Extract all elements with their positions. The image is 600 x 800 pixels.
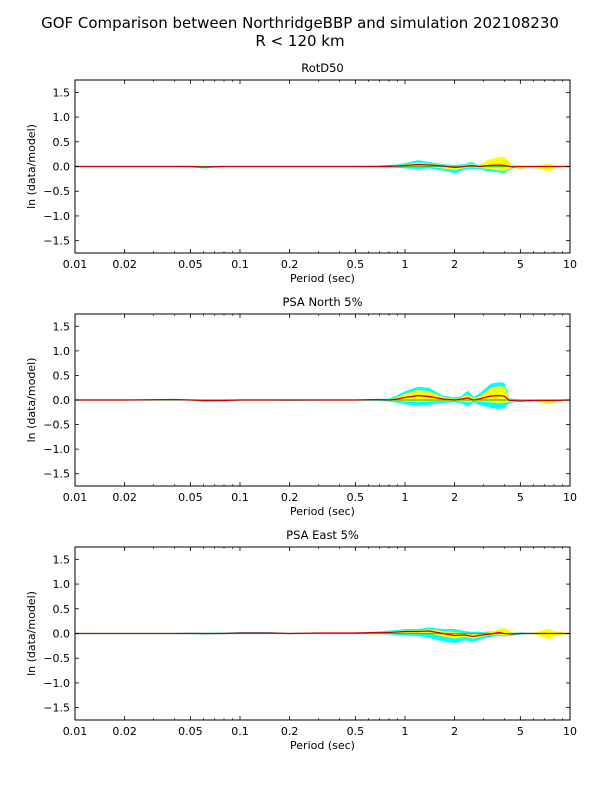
y-tick-label: −0.5	[43, 652, 70, 665]
x-tick-label: 10	[563, 258, 577, 271]
x-tick-label: 0.05	[178, 491, 203, 504]
x-tick-label: 0.02	[112, 491, 137, 504]
x-tick-label: 2	[451, 258, 458, 271]
x-tick-label: 0.05	[178, 258, 203, 271]
x-tick-label: 0.2	[281, 491, 299, 504]
std-band	[75, 627, 570, 644]
y-tick-label: −1.0	[43, 677, 70, 690]
y-tick-label: 1.5	[53, 320, 71, 333]
x-tick-label: 0.01	[63, 725, 88, 738]
x-tick-label: 1	[402, 258, 409, 271]
x-tick-label: 5	[517, 258, 524, 271]
x-tick-label: 10	[563, 725, 577, 738]
y-tick-label: −1.5	[43, 468, 70, 481]
x-tick-label: 0.02	[112, 258, 137, 271]
chart-panel-2: 0.01 0.02 0.05 0.1 0.2 0.5 1 2 5 10 −1.5 −1.0 −0.5 0.…	[25, 295, 577, 518]
y-tick-label: 0.0	[53, 161, 71, 174]
y-tick-label: −1.0	[43, 443, 70, 456]
x-tick-label: 0.01	[63, 258, 88, 271]
confidence-band	[75, 156, 570, 172]
y-tick-label: −1.5	[43, 235, 70, 248]
x-tick-label: 0.5	[347, 725, 365, 738]
x-axis-label: Period (sec)	[290, 272, 355, 285]
y-axis-label: ln (data/model)	[25, 591, 38, 676]
bias-line	[75, 394, 571, 402]
y-tick-label: 1.5	[53, 86, 71, 99]
y-tick-label: 0.5	[53, 369, 71, 382]
y-axis-label: ln (data/model)	[25, 124, 38, 209]
x-tick-label: 0.5	[347, 491, 365, 504]
x-tick-label: 0.2	[281, 258, 299, 271]
x-axis-label: Period (sec)	[290, 505, 355, 518]
y-tick-label: 1.0	[53, 345, 71, 358]
x-tick-label: 0.05	[178, 725, 203, 738]
std-band	[75, 382, 570, 409]
y-tick-label: 0.5	[53, 603, 71, 616]
x-tick-label: 2	[451, 491, 458, 504]
x-tick-label: 5	[517, 725, 524, 738]
y-tick-label: 0.0	[53, 628, 71, 641]
y-tick-label: 0.0	[53, 394, 71, 407]
chart-panel-1: 0.01 0.02 0.05 0.1 0.2 0.5 1 2 5 10 −1.5 −1.0 −0.5 0.…	[25, 61, 577, 285]
x-tick-label: 0.2	[281, 725, 299, 738]
x-tick-label: 0.01	[63, 491, 88, 504]
chart-panel-3: 0.01 0.02 0.05 0.1 0.2 0.5 1 2 5 10 −1.5 −1.0 −0.5 0.…	[25, 528, 577, 752]
y-tick-label: 0.5	[53, 136, 71, 149]
figure-title: GOF Comparison between NorthridgeBBP and…	[0, 14, 600, 50]
y-tick-label: −1.5	[43, 702, 70, 715]
figure-title-line-2: R < 120 km	[255, 32, 345, 50]
x-tick-label: 10	[563, 491, 577, 504]
x-tick-label: 1	[402, 491, 409, 504]
y-axis-label: ln (data/model)	[25, 358, 38, 443]
y-tick-label: −0.5	[43, 185, 70, 198]
x-tick-label: 0.1	[231, 725, 249, 738]
x-tick-label: 1	[402, 725, 409, 738]
x-tick-label: 0.1	[231, 258, 249, 271]
figure-title-line-1: GOF Comparison between NorthridgeBBP and…	[41, 14, 559, 32]
bias-line	[75, 630, 570, 638]
y-tick-label: 1.0	[53, 111, 71, 124]
x-tick-label: 0.5	[347, 258, 365, 271]
x-axis-label: Period (sec)	[290, 739, 355, 752]
y-tick-label: 1.0	[53, 578, 71, 591]
chart-title: RotD50	[301, 61, 344, 75]
chart-title: PSA North 5%	[282, 295, 362, 309]
x-tick-label: 5	[517, 491, 524, 504]
x-tick-label: 2	[451, 725, 458, 738]
bias-line	[75, 163, 570, 169]
x-tick-label: 0.02	[112, 725, 137, 738]
y-tick-label: −0.5	[43, 419, 70, 432]
chart-title: PSA East 5%	[286, 528, 359, 542]
y-tick-label: 1.5	[53, 553, 71, 566]
x-tick-label: 0.1	[231, 491, 249, 504]
y-tick-label: −1.0	[43, 210, 70, 223]
